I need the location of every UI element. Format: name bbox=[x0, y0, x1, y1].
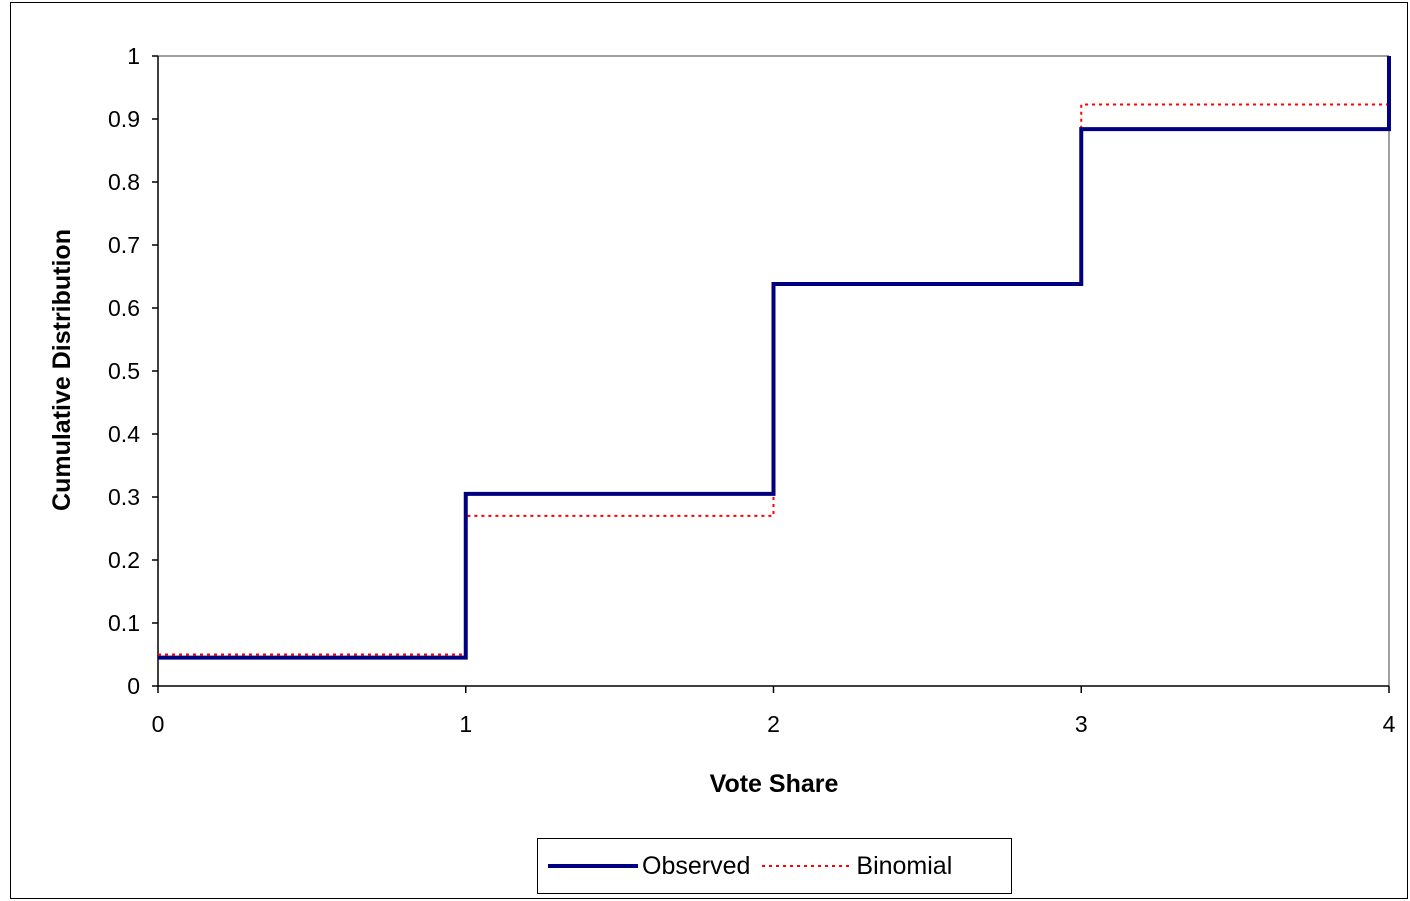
x-tick-label: 1 bbox=[459, 711, 472, 737]
y-tick-label: 0.4 bbox=[108, 421, 140, 447]
y-tick-label: 0.7 bbox=[108, 232, 140, 258]
x-tick-label: 0 bbox=[152, 711, 165, 737]
y-tick-label: 0.1 bbox=[108, 610, 140, 636]
x-axis: 0 1 2 3 4 bbox=[152, 685, 1396, 737]
x-tick-label: 3 bbox=[1075, 711, 1088, 737]
legend-swatch-observed bbox=[548, 864, 638, 868]
y-tick-label: 1 bbox=[127, 43, 140, 69]
y-tick-label: 0.5 bbox=[108, 358, 140, 384]
legend: Observed Binomial bbox=[537, 838, 1012, 894]
x-tick-label: 2 bbox=[767, 711, 780, 737]
x-tick-label: 4 bbox=[1383, 711, 1396, 737]
y-tick-label: 0.9 bbox=[108, 106, 140, 132]
y-tick-label: 0.2 bbox=[108, 547, 140, 573]
y-axis: 0 0.1 0.2 0.3 0.4 0.5 0.6 0.7 0.8 0.9 1 bbox=[108, 43, 159, 699]
series-layer bbox=[158, 56, 1391, 660]
y-tick-label: 0.3 bbox=[108, 484, 140, 510]
series-line-observed bbox=[158, 56, 1391, 660]
x-axis-title: Vote Share bbox=[710, 770, 839, 798]
plot-area bbox=[158, 55, 1390, 686]
chart-frame bbox=[10, 2, 1408, 899]
y-tick-label: 0.8 bbox=[108, 169, 140, 195]
legend-item-binomial: Binomial bbox=[762, 852, 952, 881]
legend-label-binomial: Binomial bbox=[856, 851, 953, 880]
legend-swatch-binomial bbox=[762, 865, 853, 867]
legend-item-observed: Observed bbox=[548, 852, 750, 881]
y-axis-title: Cumulative Distribution bbox=[48, 229, 76, 511]
legend-label-observed: Observed bbox=[642, 851, 751, 880]
y-tick-label: 0.6 bbox=[108, 295, 140, 321]
y-tick-label: 0 bbox=[127, 673, 140, 699]
